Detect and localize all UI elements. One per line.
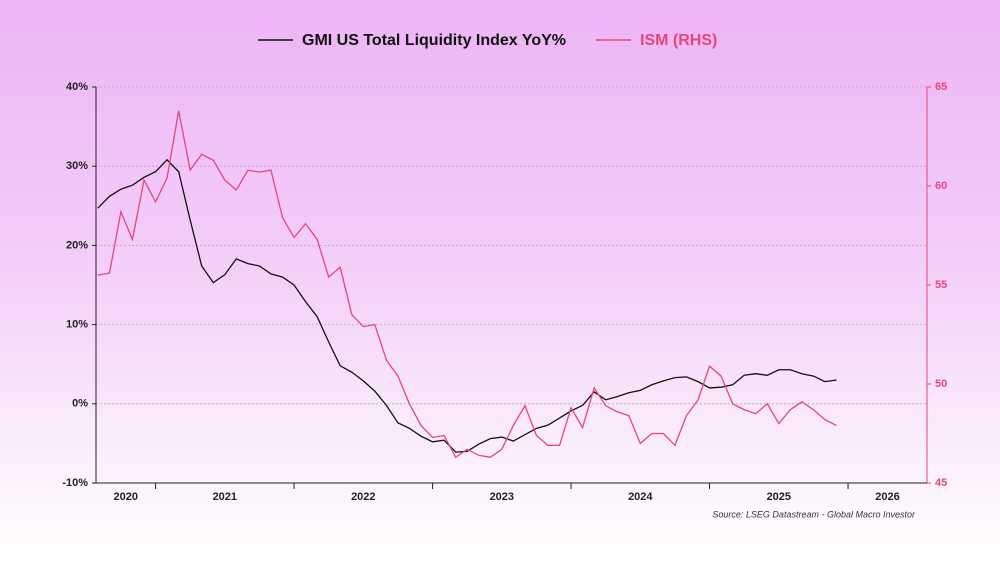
x-tick-label: 2025 — [767, 491, 791, 503]
y2-tick-label: 60 — [935, 180, 947, 192]
x-tick-label: 2021 — [213, 491, 237, 503]
y-tick-label: 30% — [66, 160, 88, 172]
y2-tick-label: 50 — [935, 378, 947, 390]
x-tick-label: 2026 — [875, 491, 899, 503]
series-line — [97, 110, 837, 459]
series-line — [97, 158, 837, 453]
y-tick-label: 0% — [72, 398, 88, 410]
legend-label: GMI US Total Liquidity Index YoY% — [302, 32, 566, 49]
x-tick-label: 2020 — [114, 491, 138, 503]
source-note: Source: LSEG Datastream - Global Macro I… — [712, 509, 916, 519]
y2-tick-label: 65 — [935, 81, 947, 93]
y2-tick-label: 45 — [935, 477, 947, 489]
y-tick-label: 10% — [66, 319, 88, 331]
x-tick-label: 2023 — [490, 491, 514, 503]
y-tick-label: 40% — [66, 81, 88, 93]
y2-tick-label: 55 — [935, 279, 947, 291]
y-tick-label: -10% — [62, 477, 88, 489]
legend-label: ISM (RHS) — [640, 32, 717, 49]
y-tick-label: 20% — [66, 239, 88, 251]
x-tick-label: 2024 — [628, 491, 653, 503]
x-tick-label: 2022 — [351, 491, 375, 503]
